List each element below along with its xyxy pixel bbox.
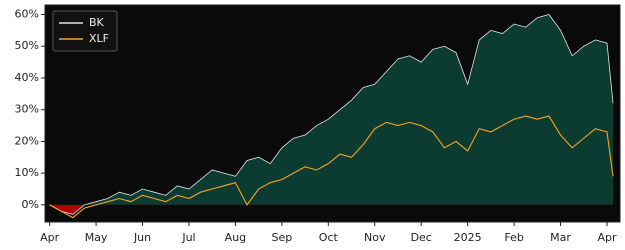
x-tick-label: Sep [272, 231, 293, 244]
x-tick-label: Mar [550, 231, 571, 244]
legend-box [52, 10, 118, 52]
x-tick-label: Oct [319, 231, 339, 244]
y-tick-label: 20% [15, 134, 39, 147]
x-tick-label: Dec [411, 231, 432, 244]
x-tick-label: 2025 [454, 231, 482, 244]
series-line [49, 115, 614, 219]
series-line [49, 14, 614, 215]
x-tick-label: Feb [504, 231, 523, 244]
x-tick-label: Jul [181, 231, 195, 244]
area-above [49, 14, 614, 205]
y-tick-label: 0% [22, 198, 39, 211]
legend-label: XLF [89, 32, 109, 45]
x-tick-label: Aug [225, 231, 246, 244]
x-tick-label: May [85, 231, 108, 244]
y-tick-label: 50% [15, 39, 39, 52]
y-tick-label: 60% [15, 8, 39, 21]
x-tick-label: Apr [40, 231, 60, 244]
legend-label: BK [89, 16, 105, 29]
legend: BK XLF [52, 10, 118, 52]
x-tick-label: Jun [133, 231, 151, 244]
y-tick-label: 10% [15, 166, 39, 179]
y-tick-label: 30% [15, 103, 39, 116]
y-tick-label: 40% [15, 71, 39, 84]
x-tick-label: Apr [597, 231, 617, 244]
plot-frame [44, 4, 621, 223]
x-tick-label: Nov [364, 231, 386, 244]
